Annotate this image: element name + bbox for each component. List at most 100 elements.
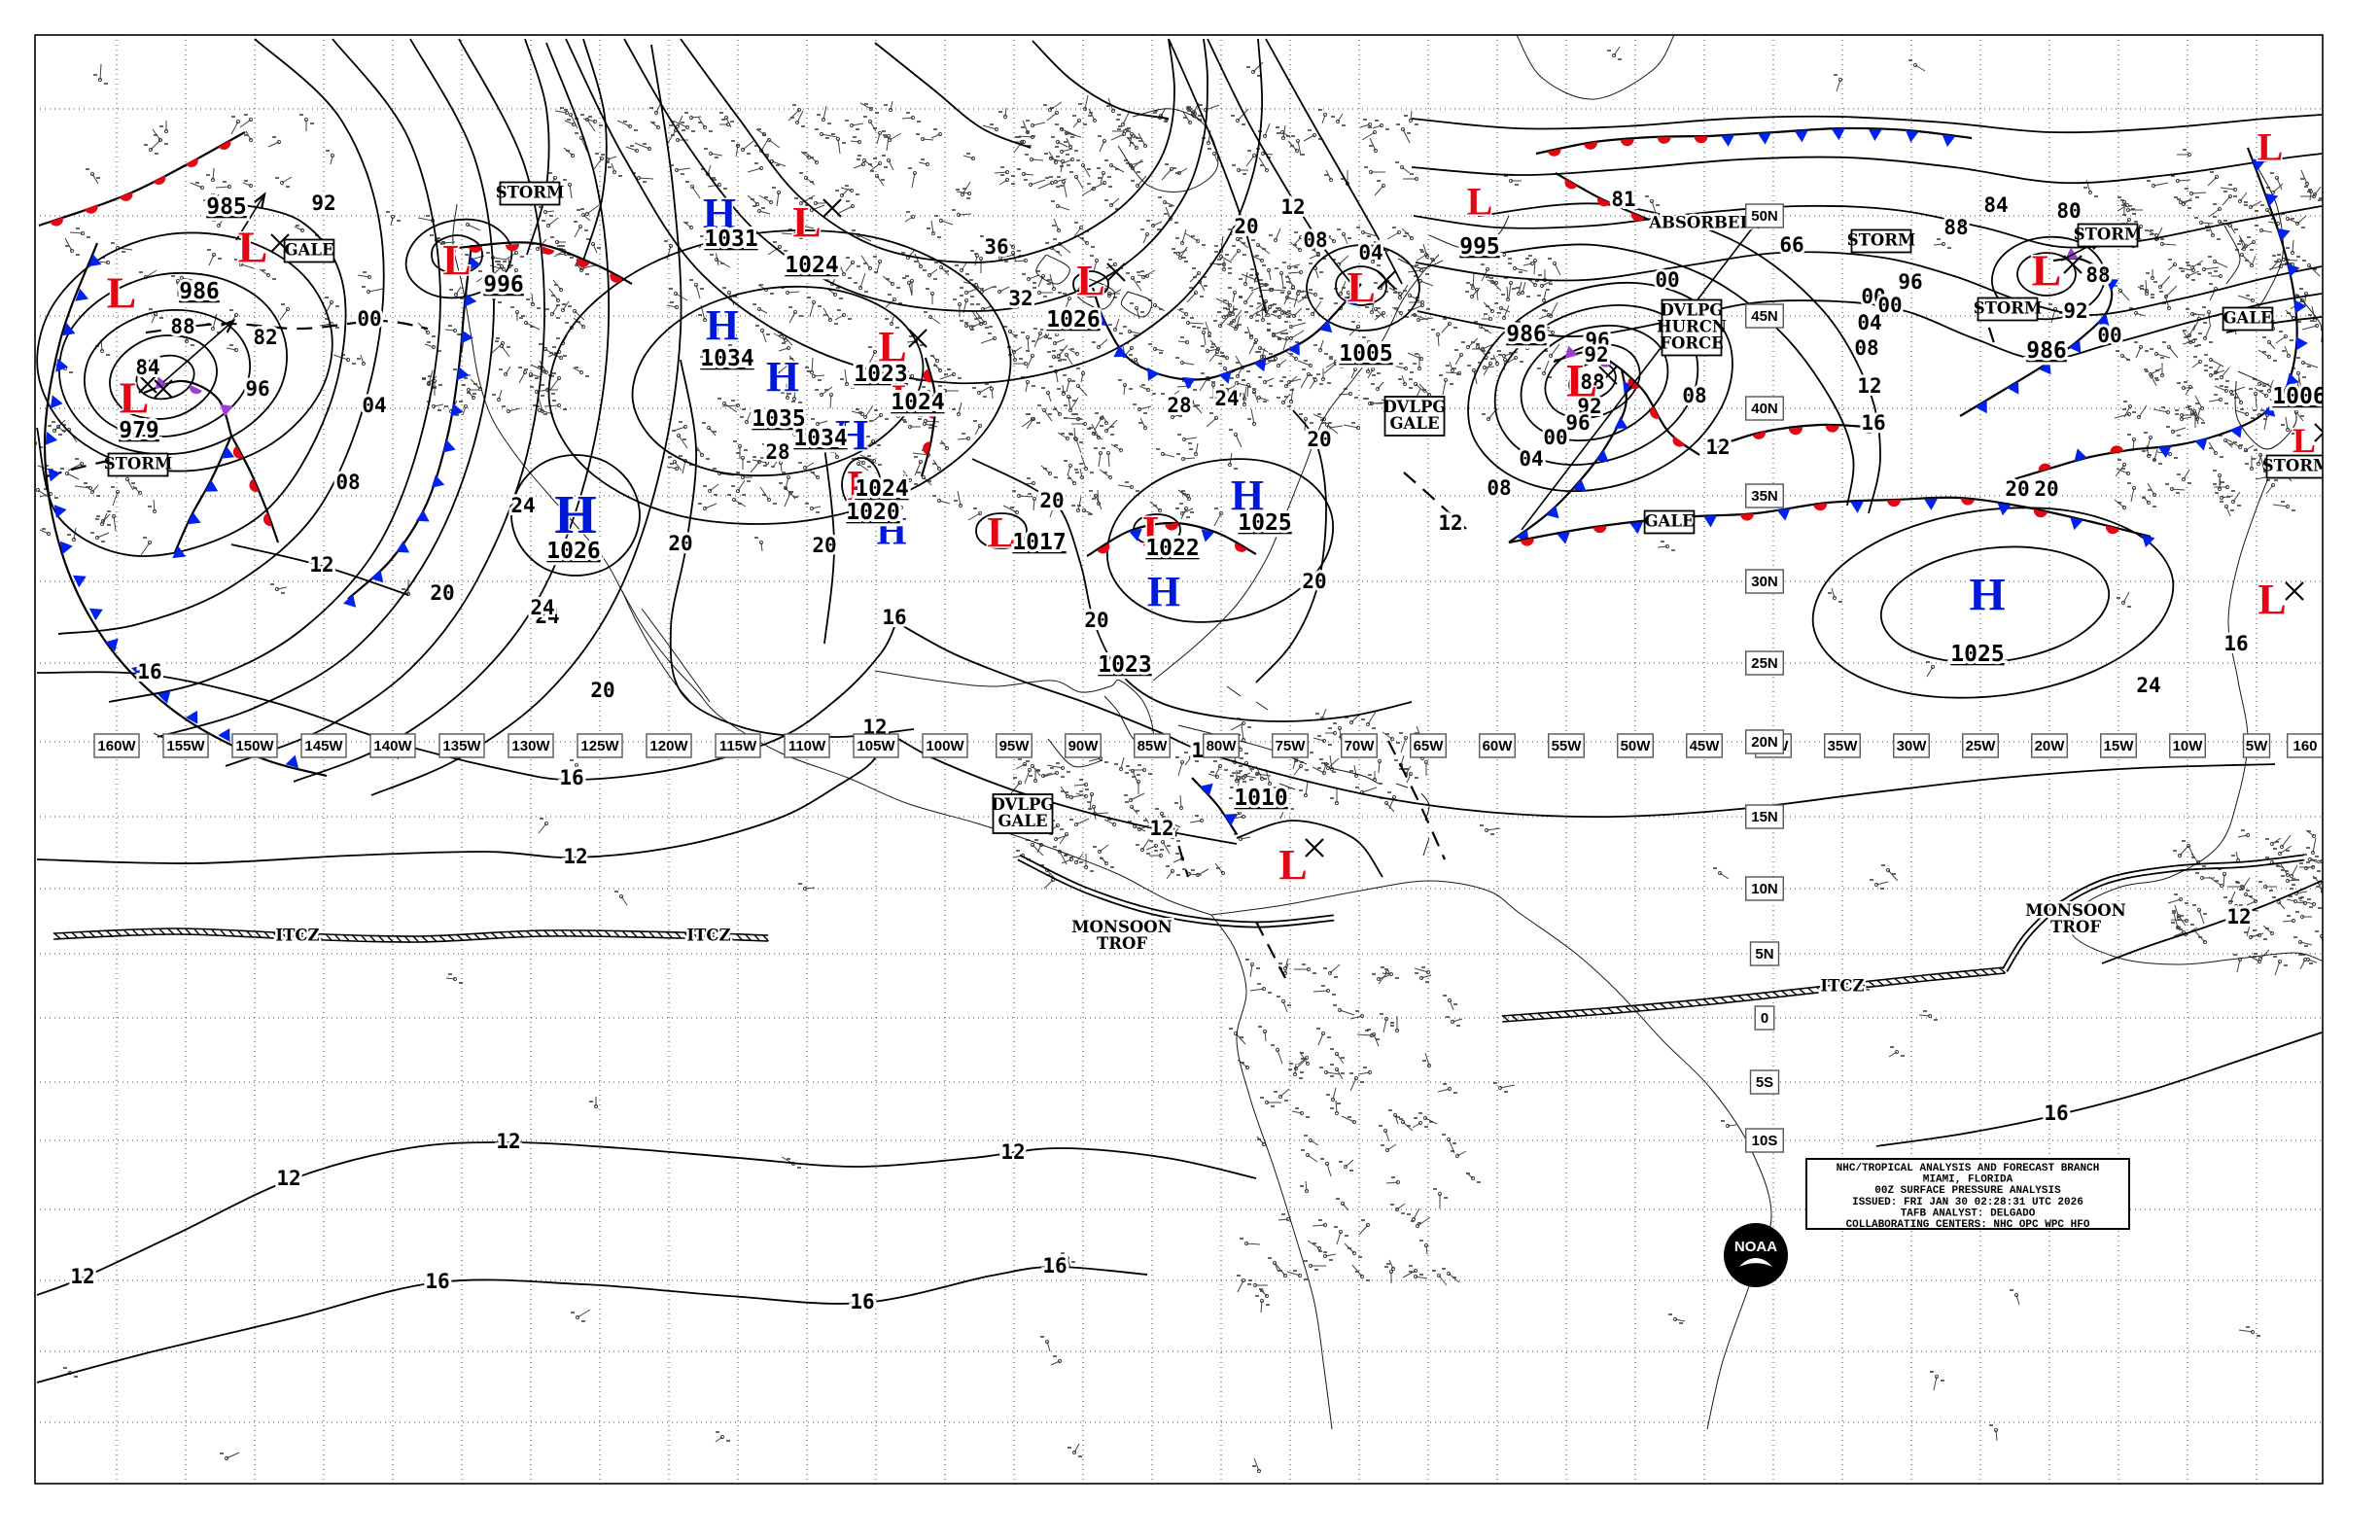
pressure-value: 985 — [206, 194, 247, 220]
itcz-line — [52, 928, 2007, 1023]
isobar-label: 96 — [245, 377, 269, 401]
isobar-label: 12 — [1000, 1140, 1025, 1164]
isobar-label: 96 — [1565, 411, 1590, 435]
lon-label: 75W — [1272, 733, 1309, 758]
svg-text:120W: 120W — [649, 738, 688, 754]
lon-label: 60W — [1479, 733, 1516, 758]
lon-label: 70W — [1341, 733, 1378, 758]
feature-label-text: ABSORBED — [1648, 214, 1754, 232]
itcz-label: ITCZ — [273, 924, 322, 947]
stationary-front — [2010, 445, 2136, 482]
pressure-value: 1024 — [891, 390, 944, 415]
low-center-symbol: L — [238, 223, 268, 272]
absorbed-label: ABSORBED — [1646, 211, 1757, 234]
isobar-label: 20 — [430, 581, 454, 605]
lon-label: 160W — [93, 733, 140, 758]
isobar-label: 32 — [1008, 287, 1032, 310]
cold-front — [172, 435, 235, 559]
isobar-label: 20 — [1307, 428, 1331, 451]
isobar-label: 00 — [1877, 294, 1902, 317]
lat-label: 5N — [1749, 941, 1780, 966]
lat-label: 45N — [1745, 303, 1784, 329]
feature-label-text: GALE — [1644, 512, 1694, 531]
lon-label: 25W — [1962, 733, 1999, 758]
svg-text:95W: 95W — [999, 738, 1031, 754]
isobar-label: 04 — [1358, 241, 1382, 264]
lat-label: 10S — [1745, 1128, 1784, 1153]
isobar-label: 66 — [1779, 233, 1803, 257]
cold-front — [2134, 147, 2308, 458]
lon-label: 45W — [1686, 733, 1723, 758]
pressure-value: 1024 — [855, 476, 908, 502]
low-center-symbol: L — [987, 508, 1015, 556]
storm-label: STORM — [1974, 297, 2042, 322]
feature-label-text: STORM — [2074, 226, 2143, 244]
feature-label-text: GALE — [2222, 309, 2272, 328]
lat-label: 15N — [1745, 804, 1784, 829]
isobar-label: 20 — [1084, 609, 1108, 632]
stationary-front — [1508, 496, 2155, 548]
low-center-symbol: L — [1566, 355, 1597, 406]
pressure-value: 979 — [119, 418, 159, 443]
isobar-label: 88 — [1580, 370, 1604, 394]
lon-label: 105W — [853, 733, 899, 758]
lon-label: 145W — [300, 733, 347, 758]
svg-text:155W: 155W — [166, 738, 205, 754]
cold-front — [1959, 267, 2119, 417]
pressure-value: 1023 — [1098, 652, 1151, 678]
cold-front — [1708, 126, 1973, 148]
itcz-label: ITCZ — [1818, 974, 1867, 998]
isobar-label: 16 — [559, 766, 583, 789]
lon-label: 35W — [1824, 733, 1861, 758]
isobar-label: 20 — [2034, 477, 2058, 501]
lon-label: 100W — [922, 733, 968, 758]
isobar-label: 20 — [1302, 570, 1326, 593]
lon-label: 15W — [2100, 733, 2137, 758]
lon-label: 20W — [2031, 733, 2068, 758]
isobar-label: 08 — [1682, 384, 1706, 407]
lon-label: 135W — [438, 733, 485, 758]
noaa-logo-text: NOAA — [1734, 1239, 1777, 1255]
gale-label: GALE — [283, 238, 335, 263]
gale-label: GALE — [2222, 306, 2274, 332]
svg-text:160W: 160W — [97, 738, 136, 754]
feature-label-text: HURCN — [1657, 318, 1727, 336]
isobar-label: 00 — [2097, 324, 2121, 347]
map-frame — [34, 34, 2324, 1485]
pressure-value: 1020 — [846, 500, 899, 525]
pressure-value: 1034 — [793, 426, 847, 451]
low-center-symbol: L — [1076, 257, 1104, 304]
low-center-symbol: L — [1347, 263, 1375, 311]
pressure-value: 995 — [1459, 234, 1500, 260]
isobar-label: 04 — [1857, 311, 1881, 334]
low-center-symbol: L — [847, 462, 875, 509]
isobar-label: 24 — [510, 494, 535, 517]
low-center-symbol: L — [442, 236, 471, 284]
feature-label-text: ITCZ — [275, 927, 319, 945]
isobar-label: 12 — [309, 553, 333, 577]
lon-label: 95W — [996, 733, 1032, 758]
lon-label: 120W — [646, 733, 692, 758]
lon-label: 10W — [2169, 733, 2206, 758]
info-box-line: NHC/TROPICAL ANALYSIS AND FORECAST BRANC… — [1837, 1163, 2100, 1174]
lat-label: 20N — [1745, 729, 1784, 754]
warm-front — [1555, 172, 1650, 222]
feature-label-text: DVLPG — [1383, 398, 1447, 416]
info-box-line: TAFB ANALYST: DELGADO — [1901, 1208, 2036, 1219]
storm-label: STORM — [104, 452, 172, 477]
lon-label: 30W — [1893, 733, 1930, 758]
feature-label-text: FORCE — [1660, 334, 1724, 353]
isobar-label: 92 — [1577, 395, 1601, 418]
isobar-label: 08 — [1854, 336, 1878, 360]
storm-label: STORM — [496, 181, 564, 206]
lat-label: 40N — [1745, 396, 1784, 421]
isobar-label: 12 — [1857, 374, 1881, 398]
isobar-label: 00 — [1543, 426, 1567, 449]
isobar-label: 04 — [362, 394, 386, 417]
isobar-label: 16 — [882, 606, 906, 629]
